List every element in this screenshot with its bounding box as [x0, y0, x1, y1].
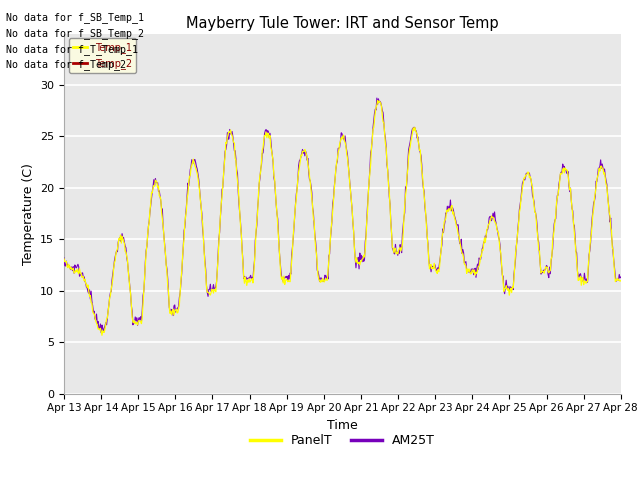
Y-axis label: Temperature (C): Temperature (C): [22, 163, 35, 264]
X-axis label: Time: Time: [327, 419, 358, 432]
Legend: PanelT, AM25T: PanelT, AM25T: [244, 429, 440, 452]
Text: No data for f_SB_Temp_1: No data for f_SB_Temp_1: [6, 12, 145, 23]
Text: No data for f_SB_Temp_2: No data for f_SB_Temp_2: [6, 28, 145, 39]
Text: No data for f_Temp_2: No data for f_Temp_2: [6, 60, 127, 71]
Title: Mayberry Tule Tower: IRT and Sensor Temp: Mayberry Tule Tower: IRT and Sensor Temp: [186, 16, 499, 31]
Text: No data for f_T_Temp_1: No data for f_T_Temp_1: [6, 44, 138, 55]
